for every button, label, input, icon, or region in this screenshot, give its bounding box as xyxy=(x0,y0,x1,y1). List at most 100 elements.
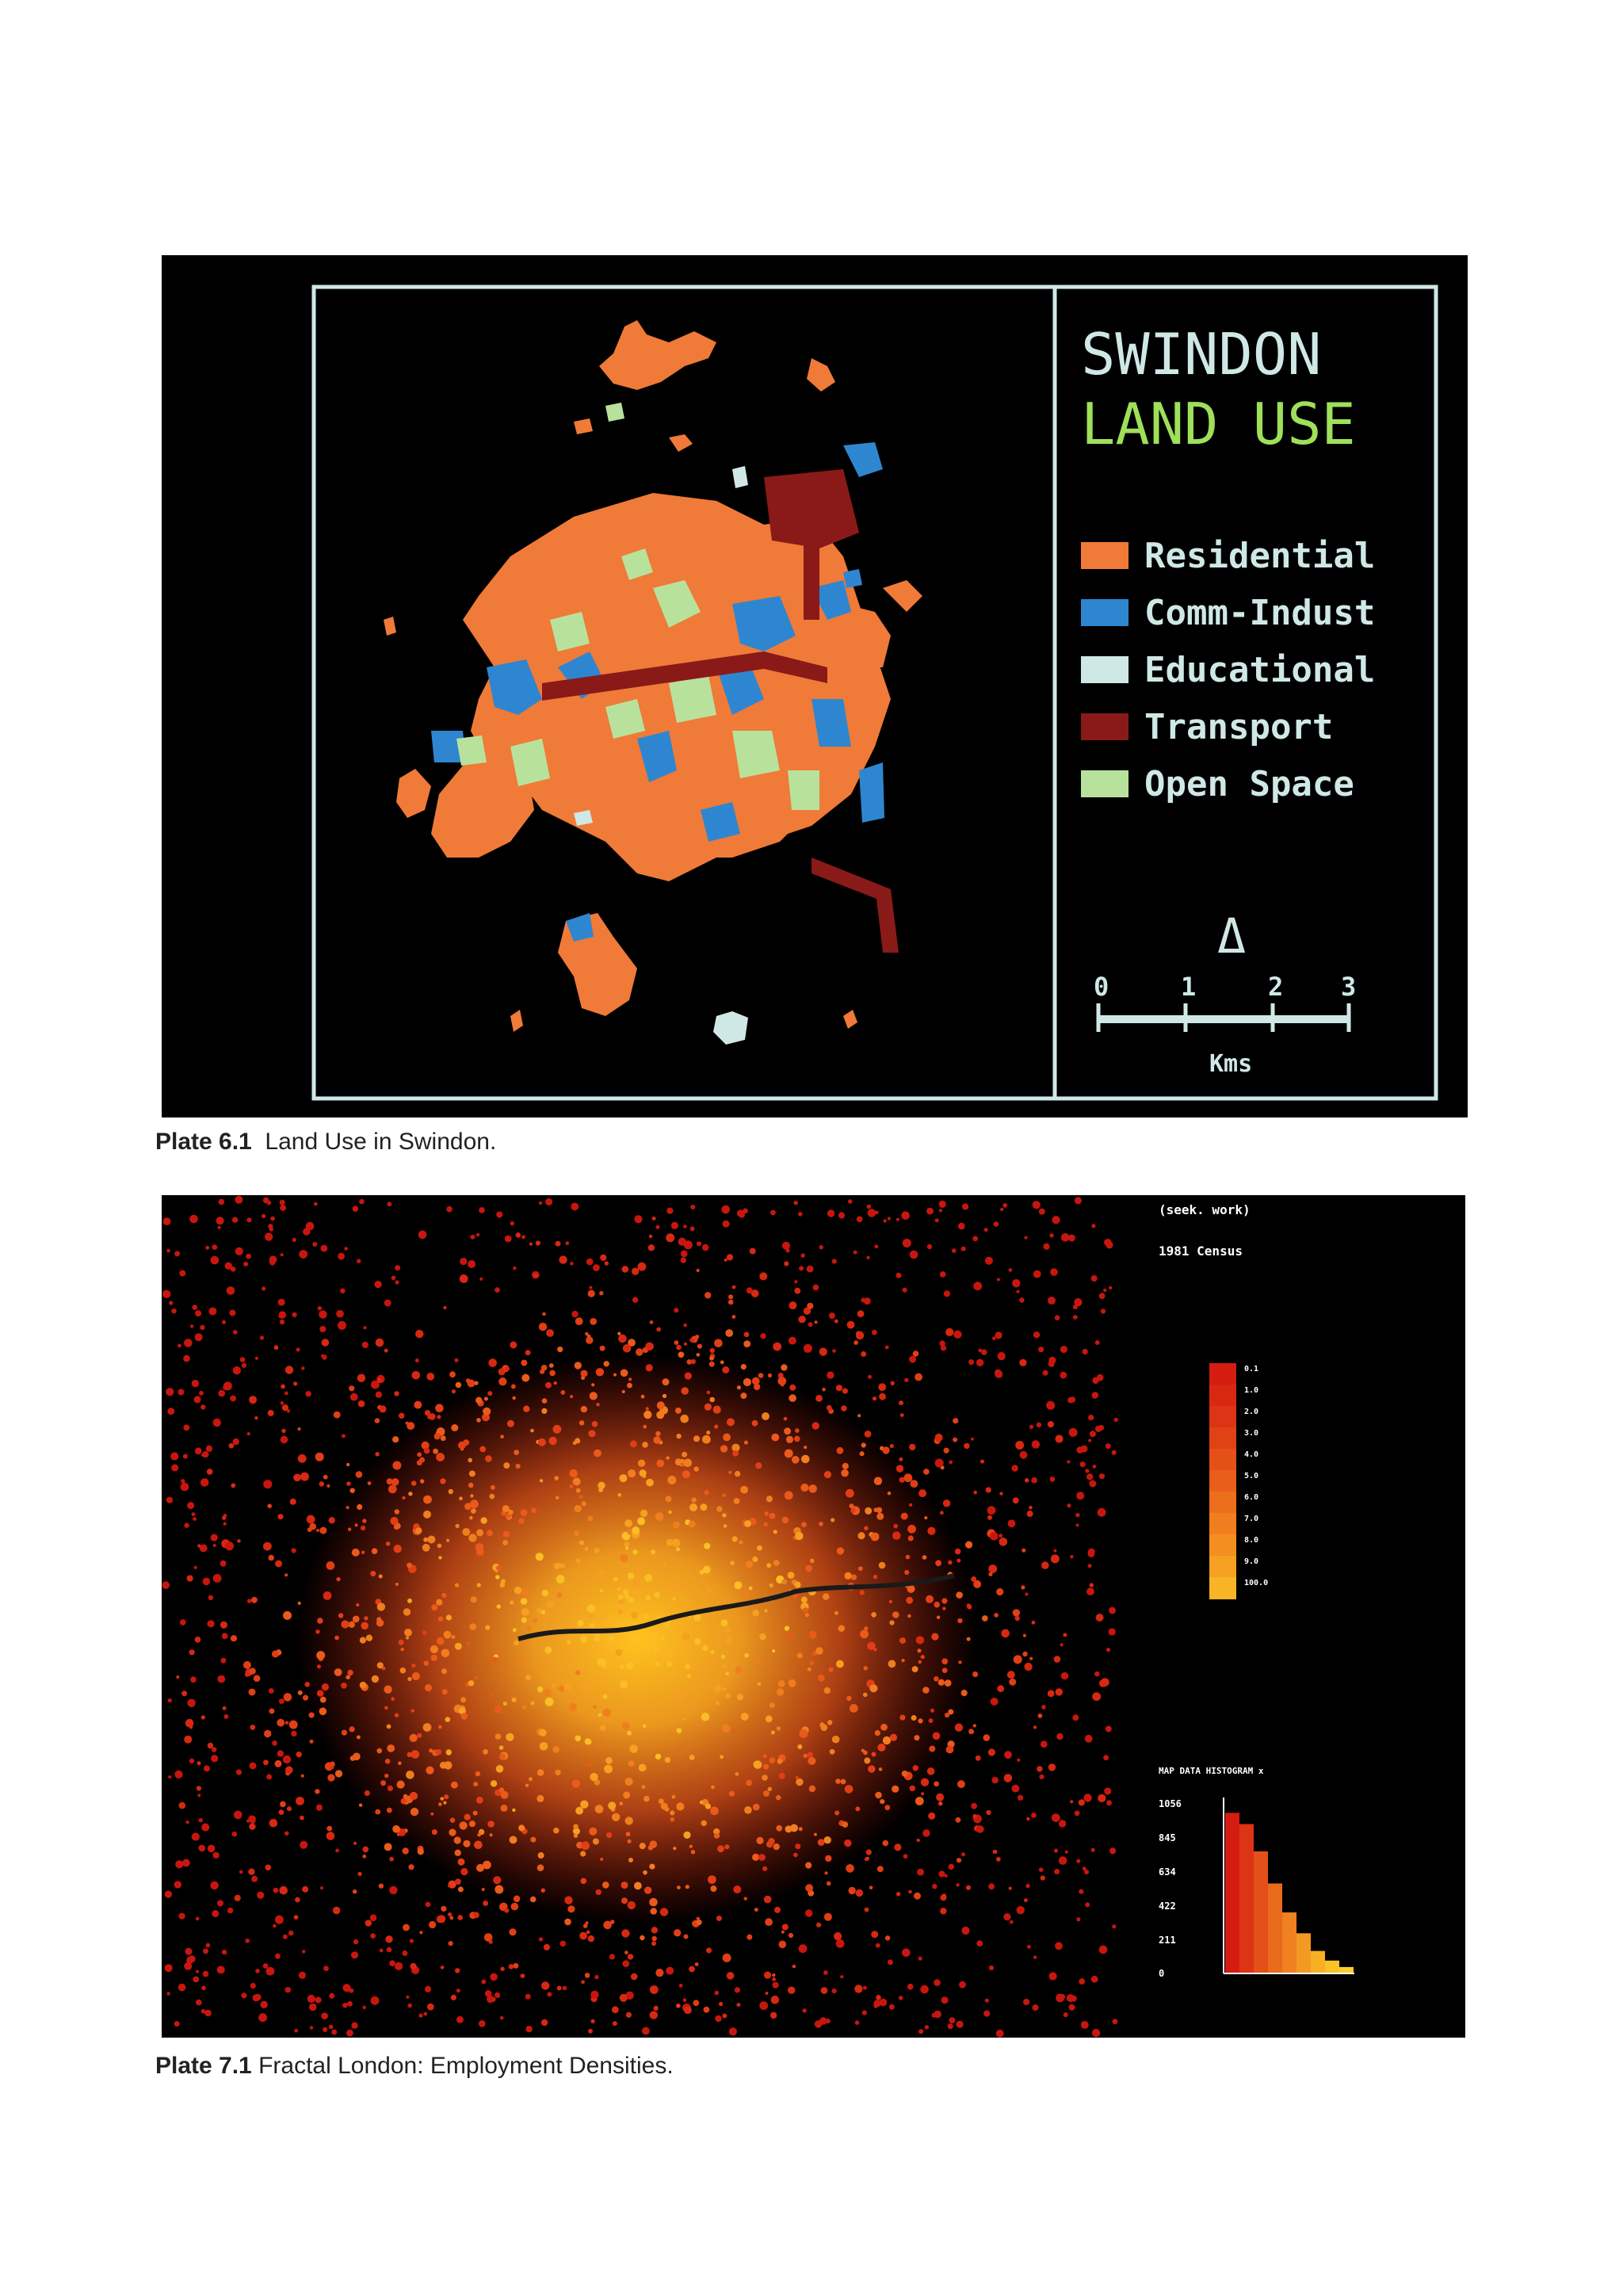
density-dot xyxy=(762,1754,767,1759)
density-dot xyxy=(438,1725,442,1729)
density-dot xyxy=(1070,1555,1074,1559)
density-dot xyxy=(248,1815,256,1824)
density-dot xyxy=(1084,1870,1090,1874)
density-dot xyxy=(628,1633,632,1637)
density-dot xyxy=(828,1667,834,1672)
density-dot xyxy=(321,1354,325,1358)
density-dot xyxy=(518,1824,525,1832)
density-dot xyxy=(390,1517,399,1526)
density-dot xyxy=(991,1776,999,1784)
density-dot xyxy=(327,1774,335,1782)
density-dot xyxy=(166,1496,174,1503)
density-dot xyxy=(836,1446,844,1454)
open-space-area xyxy=(732,731,780,778)
density-dot xyxy=(245,1939,250,1943)
density-dot xyxy=(403,1794,408,1799)
density-dot xyxy=(741,1589,750,1597)
density-dot xyxy=(642,1724,647,1728)
density-dot xyxy=(297,1454,307,1463)
density-dot xyxy=(251,1596,258,1603)
density-dot xyxy=(338,1320,346,1330)
density-dot xyxy=(394,1509,399,1515)
density-dot xyxy=(877,1743,886,1752)
density-dot xyxy=(196,1999,202,2006)
density-dot xyxy=(983,1228,988,1232)
density-dot xyxy=(249,1823,256,1830)
density-dot xyxy=(319,1481,325,1487)
density-dot xyxy=(340,1288,346,1293)
density-dot xyxy=(164,1964,173,1973)
density-dot xyxy=(687,1674,692,1679)
density-dot xyxy=(538,1937,544,1942)
density-dot xyxy=(400,1648,404,1652)
density-dot xyxy=(460,1697,467,1703)
density-dot xyxy=(514,1640,519,1646)
density-dot xyxy=(566,1585,570,1589)
density-dot xyxy=(689,1226,695,1232)
density-dot xyxy=(628,1377,632,1381)
density-dot xyxy=(475,1796,483,1804)
density-dot xyxy=(1082,1866,1086,1871)
density-dot xyxy=(823,1471,831,1479)
density-dot xyxy=(334,1770,343,1778)
density-dot xyxy=(634,1215,643,1224)
map-title-line1: SWINDON xyxy=(1081,321,1321,388)
density-dot xyxy=(231,1217,239,1223)
density-dot xyxy=(185,1820,189,1824)
density-dot xyxy=(791,1455,800,1464)
density-dot xyxy=(772,1649,776,1653)
density-dot xyxy=(804,1613,810,1618)
density-dot xyxy=(926,1595,934,1603)
density-dot xyxy=(362,1846,369,1853)
density-dot xyxy=(906,1596,914,1604)
density-dot xyxy=(278,1698,285,1704)
density-dot xyxy=(788,1986,796,1994)
density-dot xyxy=(594,1449,601,1457)
density-dot xyxy=(664,1806,670,1812)
density-dot xyxy=(184,1735,193,1744)
density-dot xyxy=(1058,1820,1067,1828)
density-dot xyxy=(454,1642,462,1650)
density-dot xyxy=(349,1488,355,1493)
density-dot xyxy=(682,1451,688,1457)
density-dot xyxy=(391,1697,395,1701)
density-dot xyxy=(426,1373,435,1381)
density-dot xyxy=(962,1203,969,1210)
density-dot xyxy=(273,1887,279,1893)
density-dot xyxy=(581,1501,586,1507)
density-dot xyxy=(632,1549,638,1555)
density-dot xyxy=(347,1669,353,1676)
density-dot xyxy=(195,1916,200,1921)
density-dot xyxy=(571,1310,579,1318)
density-dot xyxy=(330,1761,335,1767)
density-dot xyxy=(653,2005,659,2011)
density-dot xyxy=(714,1990,720,1996)
density-dot xyxy=(901,1659,905,1663)
density-dot xyxy=(680,1414,689,1423)
density-dot xyxy=(1019,1450,1028,1459)
density-dot xyxy=(189,1649,195,1656)
density-dot xyxy=(740,1392,747,1400)
density-dot xyxy=(995,1370,1003,1378)
density-dot xyxy=(180,1619,186,1626)
density-dot xyxy=(971,1576,977,1582)
density-dot xyxy=(541,1981,550,1990)
density-dot xyxy=(674,1340,679,1345)
density-dot xyxy=(1053,1549,1057,1553)
density-dot xyxy=(541,1589,549,1597)
density-dot xyxy=(1111,1450,1117,1455)
density-dot xyxy=(302,1950,306,1954)
density-dot xyxy=(1089,1480,1097,1488)
density-dot xyxy=(844,1839,852,1847)
density-dot xyxy=(972,1724,976,1728)
density-dot xyxy=(704,1489,709,1496)
density-dot xyxy=(909,1503,913,1507)
density-dot xyxy=(418,2013,423,2018)
density-dot xyxy=(291,1730,297,1737)
density-dot xyxy=(178,1983,186,1992)
density-dot xyxy=(574,1362,582,1370)
density-dot xyxy=(286,1409,291,1413)
density-dot xyxy=(871,1931,879,1939)
density-dot xyxy=(594,1805,604,1813)
density-dot xyxy=(751,1377,760,1385)
